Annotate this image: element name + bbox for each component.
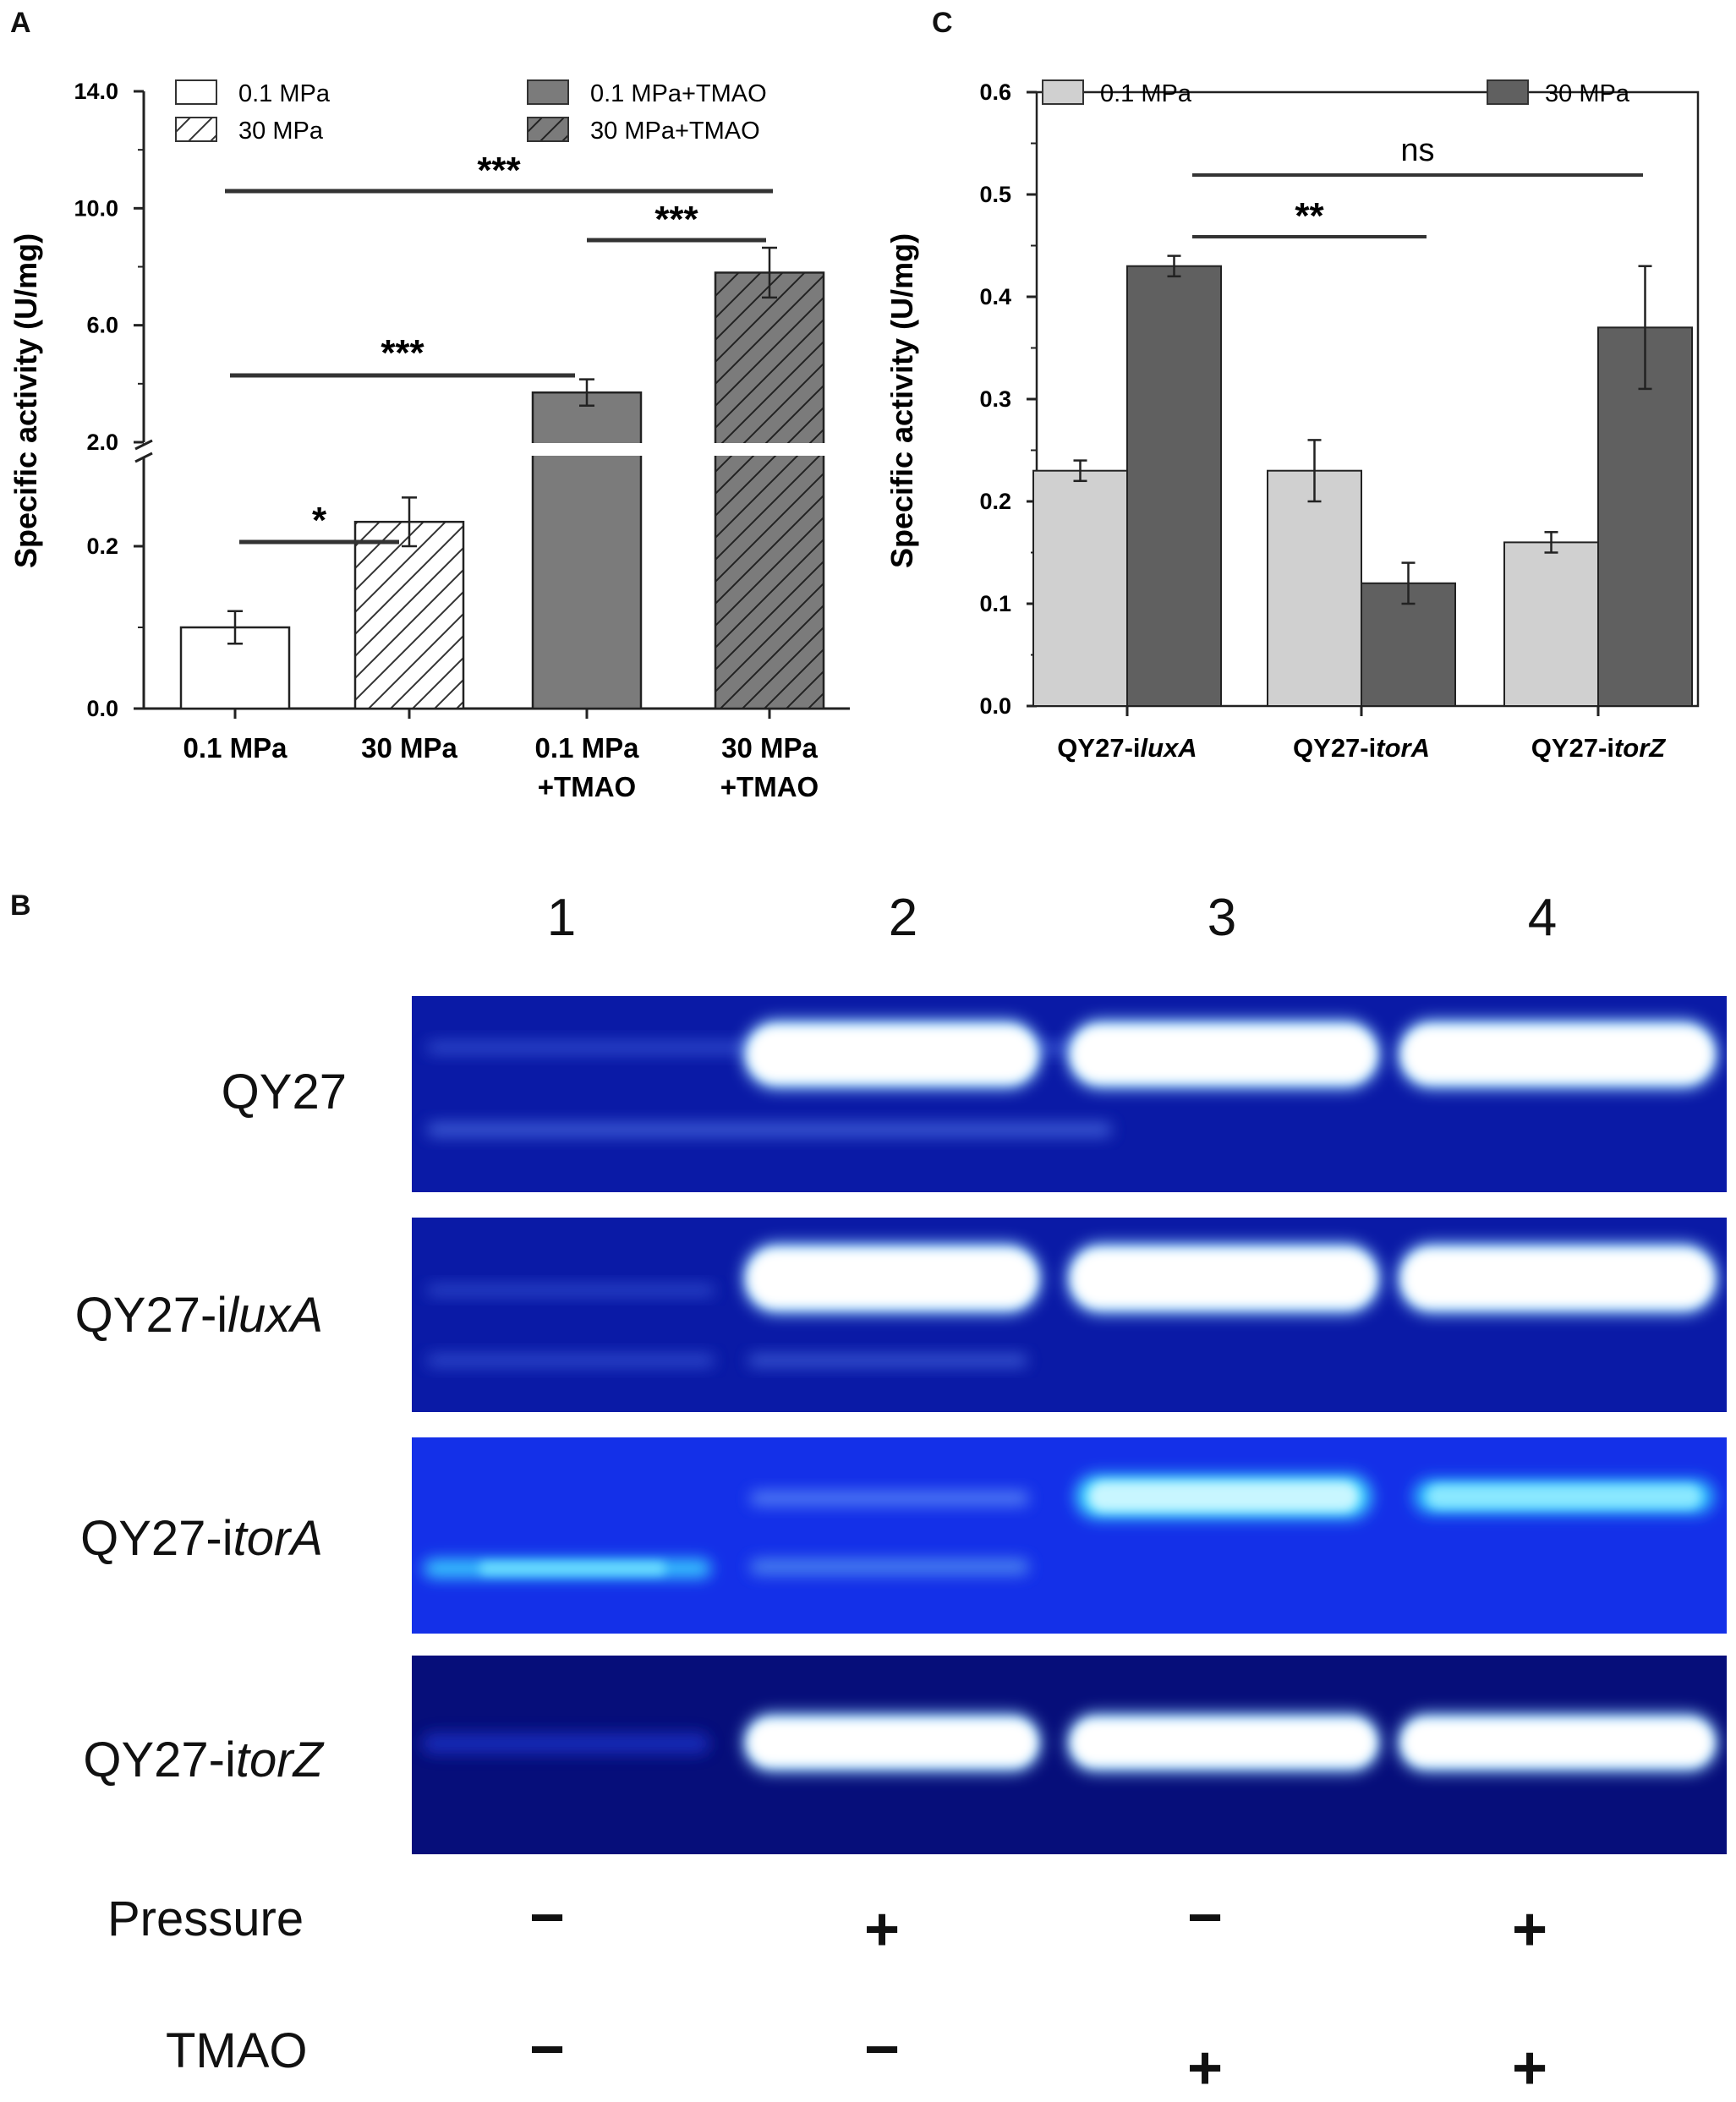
c-x-tick-label: QY27-iluxA [1057,733,1197,763]
panel-b-letter: B [10,890,31,922]
c-bar [1126,265,1222,707]
lane-number-3: 3 [1207,889,1237,947]
c-bar [1032,469,1128,707]
c-y-tick-label: 0.0 [979,693,1011,719]
a-y-tick-label: 0.0 [86,696,118,721]
a-y-tick-label: 0.2 [86,534,118,559]
a-significance-label: *** [477,150,521,191]
c-y-axis-label: Specific activity (U/mg) [890,233,919,568]
a-legend-label: 0.1 MPa+TMAO [590,80,767,107]
a-legend-swatch [527,117,569,142]
lane-number-4: 4 [1527,889,1558,947]
a-x-tick-label: +TMAO [538,771,636,802]
a-bar [714,271,825,710]
chart-a: 14.0 10.0 6.0 2.0 0.2 0.0 Specific activity (U… [8,79,850,802]
a-bar [353,520,465,710]
a-x-tick-label: 30 MPa [721,732,818,764]
condition-label-tmao: TMAO [166,2023,308,2078]
a-significance-label: *** [654,199,698,240]
a-x-tick-label: 0.1 MPa [183,732,288,764]
c-bar [1267,469,1362,707]
c-bar [1503,541,1599,708]
tmao-sign-lane-1: − [528,2016,566,2083]
gel-image [412,996,1727,1854]
lane-number-2: 2 [888,889,918,947]
a-legend-label: 0.1 MPa [238,80,331,107]
a-x-tick-label: 0.1 MPa [535,732,640,764]
panel-c-letter: C [932,7,953,39]
strain-label-itorz: QY27-itorZ [83,1733,323,1787]
c-y-tick-label: 0.4 [979,284,1011,309]
tmao-sign-lane-2: − [863,2016,901,2083]
a-bar-break-gap [713,443,826,456]
c-legend-swatch [1487,79,1529,105]
a-y-tick-label: 6.0 [86,313,118,338]
a-legend-label: 30 MPa+TMAO [590,118,760,145]
a-y-tick-label: 10.0 [74,195,118,221]
a-bar [531,391,643,710]
strain-label-iluxa: QY27-iluxA [74,1288,323,1343]
pressure-sign-lane-2: + [863,1896,901,1963]
c-x-tick-label: QY27-itorA [1293,733,1430,763]
a-axis-break-mark [134,452,153,463]
a-x-tick-label: 30 MPa [361,732,457,764]
a-bar-break-gap [530,443,643,456]
c-legend-swatch [1042,79,1084,105]
a-y-tick-label: 2.0 [86,430,118,455]
tmao-sign-lane-4: + [1511,2034,1548,2102]
a-axis-break-mark [134,439,153,451]
a-legend-label: 30 MPa [238,118,324,145]
a-y-axis-label: Specific activity (U/mg) [8,233,43,568]
condition-label-pressure: Pressure [107,1891,304,1946]
c-y-tick-label: 0.2 [979,489,1011,514]
a-legend-swatch [175,79,217,105]
c-legend-label: 0.1 MPa [1100,80,1192,107]
lane-number-1: 1 [546,889,577,947]
pressure-sign-lane-3: − [1186,1884,1224,1951]
a-x-tick-label: +TMAO [720,771,819,802]
c-y-tick-label: 0.5 [979,182,1011,207]
panel-a-letter: A [10,7,31,39]
chart-c: 0.0 0.1 0.2 0.3 0.4 0.5 0.6 Specific activity (… [890,79,1700,763]
c-x-tick-label: QY27-itorZ [1531,733,1667,763]
a-legend-swatch [527,79,569,105]
tmao-sign-lane-3: + [1186,2034,1224,2102]
pressure-sign-lane-1: − [528,1884,566,1951]
a-y-tick-label: 14.0 [74,79,118,104]
strain-label-qy27: QY27 [221,1065,347,1119]
c-legend-label: 30 MPa [1545,80,1630,107]
a-significance-label: * [312,500,327,541]
strain-label-itora: QY27-itorA [80,1511,323,1566]
c-y-tick-label: 0.1 [979,591,1011,616]
c-y-tick-label: 0.6 [979,79,1011,105]
c-significance-label: ns [1400,133,1434,168]
c-bar [1597,326,1693,707]
a-legend-swatch [175,117,217,142]
a-significance-label: *** [381,332,424,374]
c-y-tick-label: 0.3 [979,386,1011,412]
c-significance-label: ** [1295,195,1324,237]
pressure-sign-lane-4: + [1511,1896,1548,1963]
